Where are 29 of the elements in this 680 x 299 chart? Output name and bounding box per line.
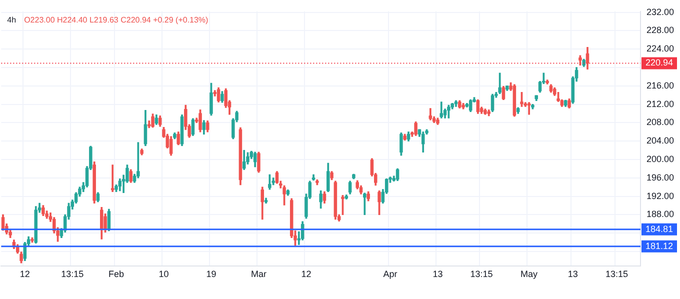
y-tick-label: 188.00 [646,209,674,220]
x-tick-label: Feb [108,269,124,280]
y-tick-label: 232.00 [646,6,674,17]
x-tick-label: 12 [301,269,312,280]
y-tick-label: 228.00 [646,25,674,36]
y-tick-label: 204.00 [646,136,674,146]
x-tick-label: 10 [158,269,169,280]
ref-line-label: 184.81 [645,224,674,234]
text: 4h [7,16,16,25]
x-tick-label: 13:15 [470,269,493,280]
y-tick-label: 196.00 [646,172,674,182]
x-tick-label: 13 [432,269,443,280]
y-tick-label: 224.00 [646,44,674,54]
ref-line-label: 181.12 [645,240,674,251]
x-tick-label: 12 [20,269,30,280]
y-tick-label: 216.00 [646,80,674,90]
ref-line-label: 220.94 [645,58,674,68]
x-tick-label: 13:15 [605,269,628,280]
x-tick-label: 19 [206,269,216,280]
text: O223.00 H224.40 L219.63 C220.94 +0.29 (+0.13%) [24,16,209,25]
x-tick-label: May [520,269,538,280]
y-tick-label: 208.00 [646,117,674,128]
x-tick-label: Apr [383,269,398,280]
x-tick-label: 13 [568,269,578,280]
x-tick-label: Mar [250,269,266,280]
y-tick-label: 212.00 [646,98,674,109]
x-tick-label: 13:15 [61,269,84,280]
y-tick-label: 200.00 [646,154,674,164]
y-tick-label: 192.00 [646,190,674,201]
